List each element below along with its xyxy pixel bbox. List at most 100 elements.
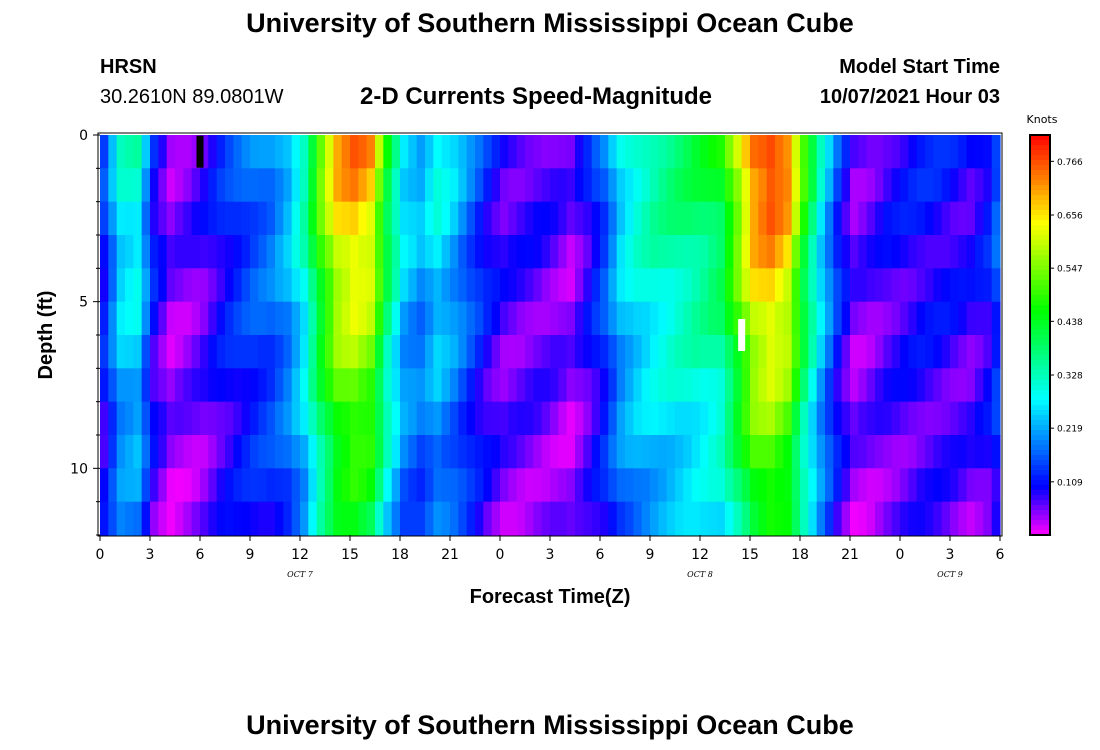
heatmap-cell (541, 201, 551, 236)
heatmap-cell (225, 501, 234, 536)
heatmap-cell (458, 168, 468, 203)
heatmap-cell (200, 168, 209, 203)
heatmap-cell (683, 501, 693, 536)
heatmap-cell (916, 168, 926, 203)
heatmap-cell (166, 501, 176, 536)
heatmap-cell (858, 335, 868, 369)
heatmap-cell (733, 501, 743, 536)
heatmap-cell (200, 368, 209, 403)
heatmap-cell (166, 335, 176, 369)
heatmap-cell (116, 301, 126, 336)
heatmap-cell (600, 335, 609, 369)
heatmap-cell (750, 401, 759, 436)
heatmap-cell (958, 201, 968, 236)
heatmap-cell (716, 201, 726, 236)
heatmap-cell (241, 268, 251, 303)
heatmap-cell (491, 168, 501, 203)
heatmap-cell (850, 335, 859, 369)
heatmap-cell (225, 468, 234, 503)
heatmap-cell (900, 435, 909, 469)
heatmap-cell (450, 135, 459, 169)
heatmap-cell (166, 201, 176, 236)
heatmap-cell (158, 201, 168, 236)
heatmap-cell (941, 501, 951, 536)
heatmap-cell (383, 135, 393, 169)
heatmap-cell (883, 435, 893, 469)
heatmap-cell (900, 268, 909, 303)
heatmap-cell (308, 301, 318, 336)
heatmap-cell (975, 235, 984, 269)
heatmap-cell (350, 401, 359, 436)
heatmap-cell (150, 335, 159, 369)
heatmap-cell (916, 368, 926, 403)
heatmap-cell (766, 435, 776, 469)
heatmap-cell (858, 435, 868, 469)
heatmap-cell (616, 501, 626, 536)
heatmap-cell (358, 135, 368, 169)
heatmap-cell (158, 268, 168, 303)
heatmap-cell (591, 335, 601, 369)
heatmap-cell (641, 501, 651, 536)
heatmap-cell (675, 201, 684, 236)
heatmap-cell (800, 235, 809, 269)
heatmap-cell (658, 335, 668, 369)
heatmap-cell (675, 168, 684, 203)
heatmap-cell (116, 201, 126, 236)
colorbar-segment (1030, 295, 1050, 301)
heatmap-cell (516, 435, 526, 469)
heatmap-cell (416, 168, 426, 203)
heatmap-cell (266, 135, 276, 169)
heatmap-cell (766, 201, 776, 236)
heatmap-cell (850, 268, 859, 303)
heatmap-cell (983, 135, 993, 169)
heatmap-cell (233, 501, 243, 536)
heatmap-cell (633, 468, 643, 503)
heatmap-cell (425, 235, 434, 269)
heatmap-cell (283, 235, 293, 269)
heatmap-cell (683, 235, 693, 269)
heatmap-cell (333, 168, 343, 203)
heatmap-cell (258, 235, 268, 269)
heatmap-cell (250, 435, 259, 469)
heatmap-cell (608, 135, 618, 169)
heatmap-cell (783, 368, 793, 403)
heatmap-cell (483, 501, 493, 536)
heatmap-cell (375, 301, 384, 336)
heatmap-cell (641, 468, 651, 503)
heatmap-cell (766, 401, 776, 436)
x-tick-label: 9 (646, 547, 655, 563)
colorbar-segment (1030, 150, 1050, 156)
heatmap-cell (566, 401, 576, 436)
heatmap-cell (258, 435, 268, 469)
heatmap-cell (700, 401, 709, 436)
heatmap-cell (800, 168, 809, 203)
heatmap-cell (416, 335, 426, 369)
heatmap-cell (950, 235, 959, 269)
heatmap-cell (466, 401, 476, 436)
heatmap-cell (166, 401, 176, 436)
heatmap-cell (866, 301, 876, 336)
heatmap-cell (883, 168, 893, 203)
heatmap-cell (783, 401, 793, 436)
heatmap-cell (891, 268, 901, 303)
heatmap-cell (758, 268, 768, 303)
heatmap-cell (641, 368, 651, 403)
heatmap-cell (450, 435, 459, 469)
heatmap-cell (600, 401, 609, 436)
heatmap-cell (958, 235, 968, 269)
colorbar-segment (1030, 275, 1050, 281)
heatmap-cell (416, 501, 426, 536)
heatmap-cell (800, 301, 809, 336)
heatmap-cell (141, 301, 151, 336)
colorbar-segment (1030, 300, 1050, 306)
heatmap-cell (808, 468, 818, 503)
heatmap-cell (616, 135, 626, 169)
colorbar-segment (1030, 380, 1050, 386)
heatmap-cell (558, 168, 568, 203)
heatmap-cell (591, 401, 601, 436)
heatmap-cell (558, 301, 568, 336)
heatmap-cell (625, 235, 634, 269)
heatmap-cell (350, 235, 359, 269)
heatmap-cell (183, 401, 193, 436)
heatmap-cell (341, 435, 351, 469)
